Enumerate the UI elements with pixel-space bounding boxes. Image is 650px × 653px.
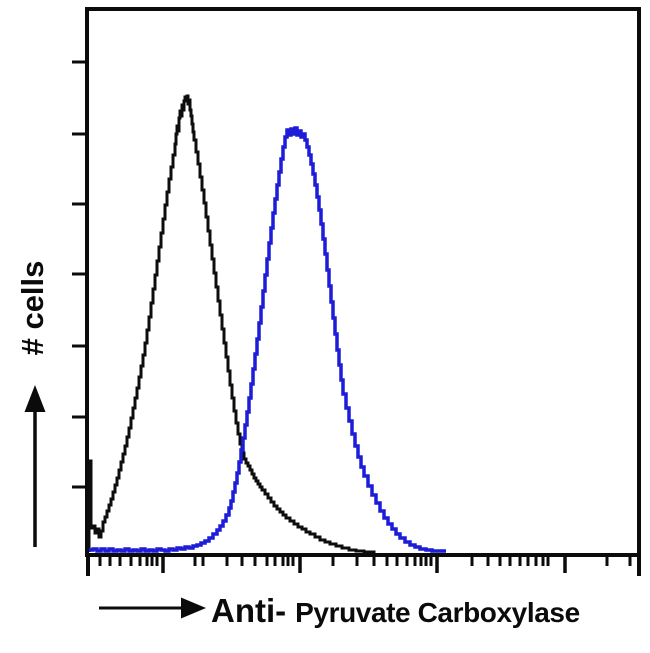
histogram-curves	[87, 94, 446, 554]
y-axis-label: # cells	[15, 260, 50, 356]
histogram-curve-stained	[89, 126, 446, 553]
y-axis-arrow-icon	[24, 385, 46, 547]
y-axis-ticks	[72, 60, 87, 489]
x-axis-label-prefix: Anti-	[211, 592, 287, 629]
histogram-curve-control	[87, 94, 376, 554]
x-axis-label: Anti- Pyruvate Carboxylase	[211, 592, 580, 630]
x-axis-arrow-icon	[99, 597, 206, 619]
x-axis-label-main: Pyruvate Carboxylase	[295, 597, 580, 628]
plot-border	[85, 7, 641, 557]
x-axis-ticks	[86, 554, 641, 576]
